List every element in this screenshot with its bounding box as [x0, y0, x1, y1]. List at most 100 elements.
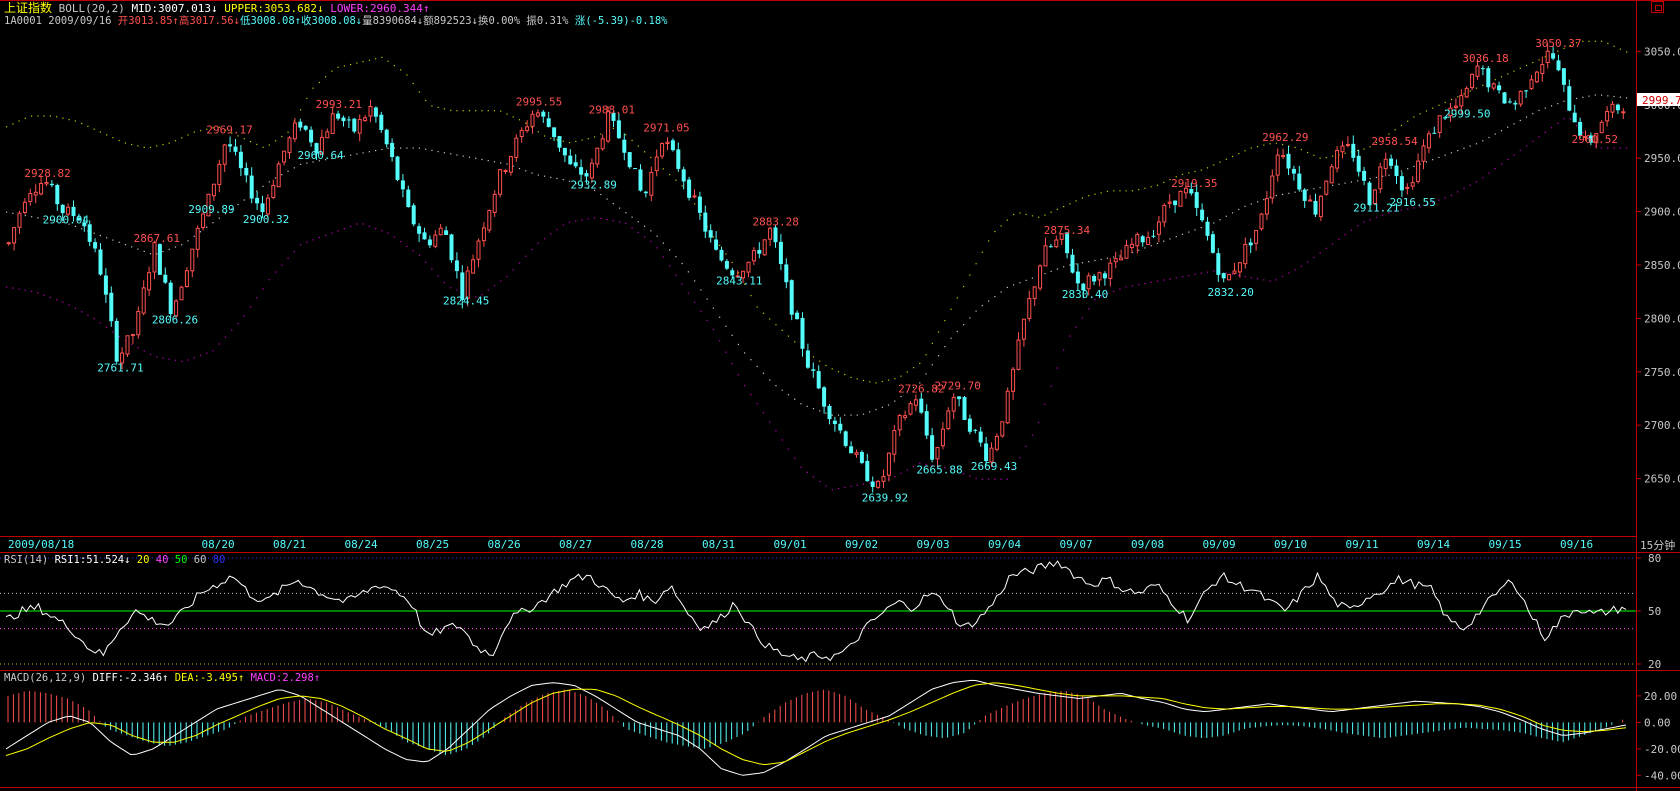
candle [12, 226, 17, 251]
band-dot [806, 471, 808, 473]
candle [643, 190, 648, 198]
band-dot [1375, 176, 1378, 179]
candle [1372, 188, 1377, 206]
band-dot [731, 334, 733, 336]
band-dot [1350, 181, 1352, 183]
candle [1027, 290, 1032, 322]
candle [319, 129, 324, 155]
band-dot [1256, 278, 1259, 280]
band-dot [844, 414, 846, 416]
high-price-label: 2962.29 [1262, 131, 1308, 144]
candle-body [649, 171, 654, 196]
macd-dea-line [5, 682, 1627, 766]
band-dot [1544, 56, 1546, 58]
band-dot [562, 224, 564, 226]
band-dot [425, 148, 427, 150]
band-dot [1219, 161, 1221, 163]
boll-mid-arrow: ↓ [210, 2, 218, 15]
macd-header: MACD(26,12,9) DIFF:-2.346↑ DEA:-3.495↑ M… [4, 672, 320, 685]
candle-body [1426, 133, 1431, 149]
candle-body [1135, 233, 1140, 247]
band-dot [62, 221, 64, 223]
band-dot [287, 257, 289, 260]
candle-body [1027, 298, 1032, 319]
band-dot [1119, 288, 1121, 290]
candle [1437, 115, 1442, 138]
index-name[interactable]: 上证指数 [4, 1, 53, 15]
band-dot [1275, 142, 1277, 144]
band-dot [681, 262, 683, 265]
date-axis-label: 09/04 [988, 538, 1021, 551]
band-dot [1407, 208, 1409, 210]
band-dot [531, 248, 533, 251]
boll-upper-value: UPPER:3053.682 [224, 2, 317, 15]
band-dot [324, 76, 327, 78]
band-dot [894, 400, 896, 402]
candle [784, 258, 789, 289]
candle-body [422, 232, 427, 240]
candle [120, 347, 125, 370]
candle [849, 441, 854, 454]
band-dot [437, 275, 439, 277]
candle [708, 224, 713, 243]
band-dot [962, 324, 965, 326]
band-dot [1338, 238, 1340, 240]
candle [66, 203, 71, 217]
candle [811, 362, 816, 378]
candle [271, 179, 276, 199]
candle-body [211, 183, 216, 197]
band-dot [1138, 284, 1140, 286]
band-dot [756, 365, 758, 368]
candle-body [449, 234, 454, 261]
candle-body [454, 260, 459, 272]
band-dot [506, 275, 508, 278]
band-dot [362, 152, 364, 154]
period-label[interactable]: 15分钟 [1640, 538, 1675, 552]
candle [832, 417, 837, 432]
band-dot [481, 158, 483, 161]
band-dot [74, 120, 77, 122]
candle [751, 247, 756, 266]
band-dot [131, 246, 133, 248]
band-dot [112, 331, 114, 333]
low-price-label: 2669.43 [971, 460, 1017, 473]
candle-body [1151, 235, 1156, 237]
candle [557, 135, 562, 152]
band-dot [118, 241, 120, 243]
band-dot [637, 145, 639, 147]
band-dot [1188, 172, 1190, 174]
candle-body [298, 121, 303, 128]
restore-window-button[interactable] [1651, 1, 1664, 13]
candle-body [190, 248, 195, 272]
candle [244, 162, 249, 183]
band-dot [1463, 93, 1465, 95]
band-dot [350, 154, 352, 156]
candle [287, 135, 292, 159]
candle [973, 429, 978, 434]
boll-mid-value: MID:3007.013 [131, 2, 211, 15]
band-dot [1382, 175, 1384, 177]
band-dot [356, 223, 358, 225]
band-dot [1013, 284, 1015, 286]
band-dot [1500, 130, 1503, 132]
band-dot [687, 271, 689, 273]
candle [503, 169, 508, 175]
band-dot [68, 304, 70, 306]
band-dot [1281, 193, 1284, 196]
candle-body [562, 147, 567, 156]
band-dot [243, 138, 245, 140]
quote-line: 1A0001 2009/09/16 开3013.85↑高3017.56↓低300… [4, 15, 668, 28]
band-dot [962, 285, 965, 288]
candle [147, 266, 152, 296]
band-dot [1388, 133, 1390, 135]
band-dot [568, 142, 571, 144]
candle [994, 433, 999, 452]
band-dot [68, 223, 70, 225]
band-dot [456, 154, 458, 156]
candle [1443, 116, 1448, 121]
band-dot [925, 373, 927, 375]
quote-turnover: 换0.00% [477, 15, 521, 27]
band-dot [1181, 276, 1184, 278]
band-dot [694, 280, 696, 282]
